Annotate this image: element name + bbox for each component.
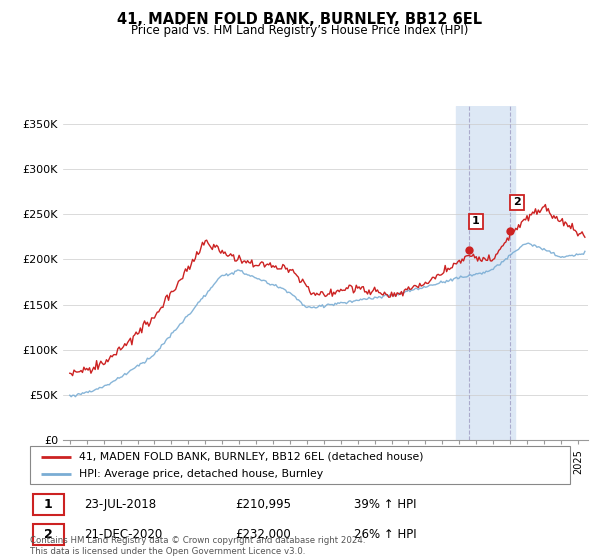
Text: Price paid vs. HM Land Registry’s House Price Index (HPI): Price paid vs. HM Land Registry’s House … xyxy=(131,24,469,37)
Text: 39% ↑ HPI: 39% ↑ HPI xyxy=(354,498,416,511)
Text: 26% ↑ HPI: 26% ↑ HPI xyxy=(354,529,416,542)
Text: 2: 2 xyxy=(513,198,521,207)
Text: 21-DEC-2020: 21-DEC-2020 xyxy=(84,529,162,542)
Text: 1: 1 xyxy=(472,216,480,226)
Text: 1: 1 xyxy=(44,498,53,511)
Text: Contains HM Land Registry data © Crown copyright and database right 2024.
This d: Contains HM Land Registry data © Crown c… xyxy=(30,536,365,556)
Text: 41, MADEN FOLD BANK, BURNLEY, BB12 6EL (detached house): 41, MADEN FOLD BANK, BURNLEY, BB12 6EL (… xyxy=(79,451,423,461)
Text: HPI: Average price, detached house, Burnley: HPI: Average price, detached house, Burn… xyxy=(79,469,323,479)
Text: £232,000: £232,000 xyxy=(235,529,291,542)
Bar xyxy=(33,494,64,515)
Bar xyxy=(33,525,64,545)
Text: £210,995: £210,995 xyxy=(235,498,291,511)
Text: 23-JUL-2018: 23-JUL-2018 xyxy=(84,498,156,511)
Text: 41, MADEN FOLD BANK, BURNLEY, BB12 6EL: 41, MADEN FOLD BANK, BURNLEY, BB12 6EL xyxy=(118,12,482,27)
Text: 2: 2 xyxy=(44,529,53,542)
Bar xyxy=(456,106,515,440)
